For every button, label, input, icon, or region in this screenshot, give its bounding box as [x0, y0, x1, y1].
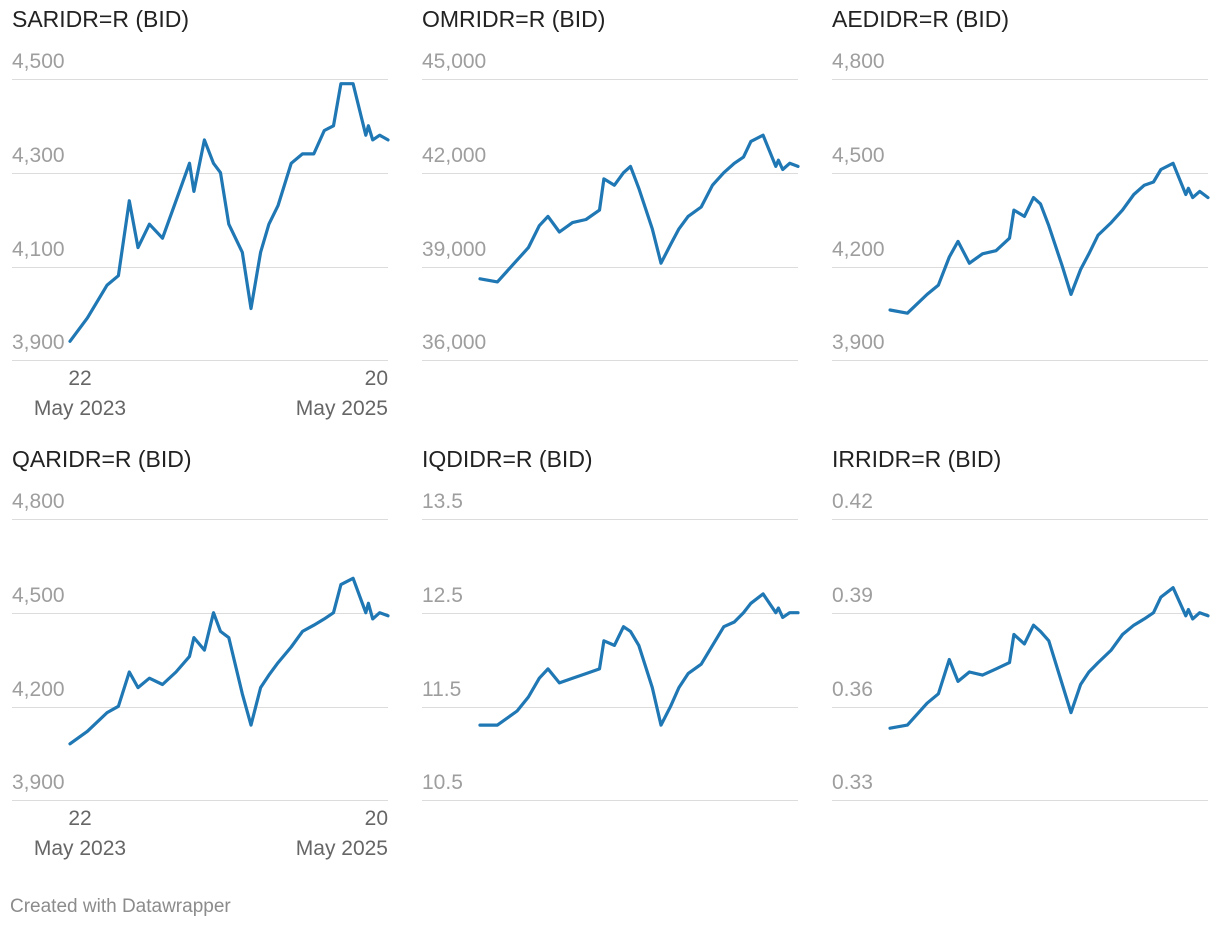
series-line: [478, 133, 800, 284]
gridline: [832, 707, 1208, 708]
chart-panel: QARIDR=R (BID) 4,800 4,500 4,200 3,900 22 May …: [12, 446, 402, 866]
gridline: [422, 800, 798, 801]
series-line: [888, 586, 1210, 730]
y-tick-label: 4,500: [12, 584, 65, 607]
y-tick-label: 4,500: [12, 50, 65, 73]
gridline: [422, 267, 798, 268]
gridline: [422, 79, 798, 80]
y-tick-label: 10.5: [422, 771, 463, 794]
y-tick-label: 0.36: [832, 678, 873, 701]
series-line: [888, 161, 1210, 315]
x-tick-label: 22 May 2023: [20, 364, 140, 424]
series-line: [478, 592, 800, 727]
y-tick-label: 11.5: [422, 678, 462, 701]
gridline: [12, 613, 388, 614]
chart-title: OMRIDR=R (BID): [422, 6, 606, 32]
y-tick-label: 4,200: [832, 238, 885, 261]
chart-panel: IQDIDR=R (BID) 13.5 12.5 11.5 10.5: [422, 446, 812, 866]
gridline: [832, 519, 1208, 520]
y-tick-label: 13.5: [422, 490, 463, 513]
y-tick-label: 3,900: [12, 331, 65, 354]
x-tick-month-year: May 2025: [295, 837, 388, 860]
y-tick-label: 4,100: [12, 238, 65, 261]
y-tick-label: 0.39: [832, 584, 873, 607]
series-line: [68, 576, 390, 746]
chart-title: SARIDR=R (BID): [12, 6, 189, 32]
y-tick-label: 39,000: [422, 238, 487, 261]
x-tick-day: 22: [68, 807, 92, 830]
gridline: [422, 360, 798, 361]
gridline: [12, 360, 388, 361]
series-line: [68, 82, 390, 343]
y-tick-label: 12.5: [422, 584, 463, 607]
y-tick-label: 3,900: [12, 771, 65, 794]
plot-area: [478, 592, 800, 727]
gridline: [12, 707, 388, 708]
chart-title: AEDIDR=R (BID): [832, 6, 1009, 32]
gridline: [422, 707, 798, 708]
plot-area: [68, 576, 390, 746]
y-tick-label: 0.33: [832, 771, 873, 794]
y-tick-label: 0.42: [832, 490, 873, 513]
x-tick-month-year: May 2025: [295, 397, 388, 420]
plot-area: [888, 161, 1210, 315]
x-tick-label: 20 May 2025: [274, 804, 388, 864]
chart-title: IRRIDR=R (BID): [832, 446, 1002, 472]
gridline: [832, 79, 1208, 80]
gridline: [832, 173, 1208, 174]
gridline: [12, 267, 388, 268]
credit-text: Created with Datawrapper: [10, 896, 231, 917]
y-tick-label: 3,900: [832, 331, 885, 354]
chart-panel: AEDIDR=R (BID) 4,800 4,500 4,200 3,900: [832, 6, 1220, 426]
x-tick-day: 22: [68, 367, 92, 390]
y-tick-label: 4,800: [12, 490, 65, 513]
y-tick-label: 4,200: [12, 678, 65, 701]
x-tick-label: 22 May 2023: [20, 804, 140, 864]
gridline: [12, 79, 388, 80]
gridline: [832, 800, 1208, 801]
plot-area: [888, 586, 1210, 730]
gridline: [832, 360, 1208, 361]
y-tick-label: 45,000: [422, 50, 487, 73]
x-tick-day: 20: [364, 367, 388, 390]
y-tick-label: 4,800: [832, 50, 885, 73]
chart-panel: IRRIDR=R (BID) 0.42 0.39 0.36 0.33: [832, 446, 1220, 866]
gridline: [832, 613, 1208, 614]
gridline: [422, 613, 798, 614]
y-tick-label: 42,000: [422, 144, 487, 167]
chart-title: QARIDR=R (BID): [12, 446, 192, 472]
y-tick-label: 4,500: [832, 144, 885, 167]
chart-title: IQDIDR=R (BID): [422, 446, 593, 472]
y-tick-label: 36,000: [422, 331, 487, 354]
x-tick-day: 20: [364, 807, 388, 830]
gridline: [832, 267, 1208, 268]
gridline: [12, 519, 388, 520]
y-tick-label: 4,300: [12, 144, 65, 167]
plot-area: [478, 133, 800, 284]
gridline: [12, 173, 388, 174]
chart-panel: SARIDR=R (BID) 4,500 4,300 4,100 3,900 22 May …: [12, 6, 402, 426]
gridline: [422, 519, 798, 520]
x-tick-month-year: May 2023: [33, 397, 127, 420]
x-tick-month-year: May 2023: [33, 837, 127, 860]
gridline: [422, 173, 798, 174]
chart-panel: OMRIDR=R (BID) 45,000 42,000 39,000 36,000: [422, 6, 812, 426]
plot-area: [68, 82, 390, 343]
gridline: [12, 800, 388, 801]
x-tick-label: 20 May 2025: [274, 364, 388, 424]
